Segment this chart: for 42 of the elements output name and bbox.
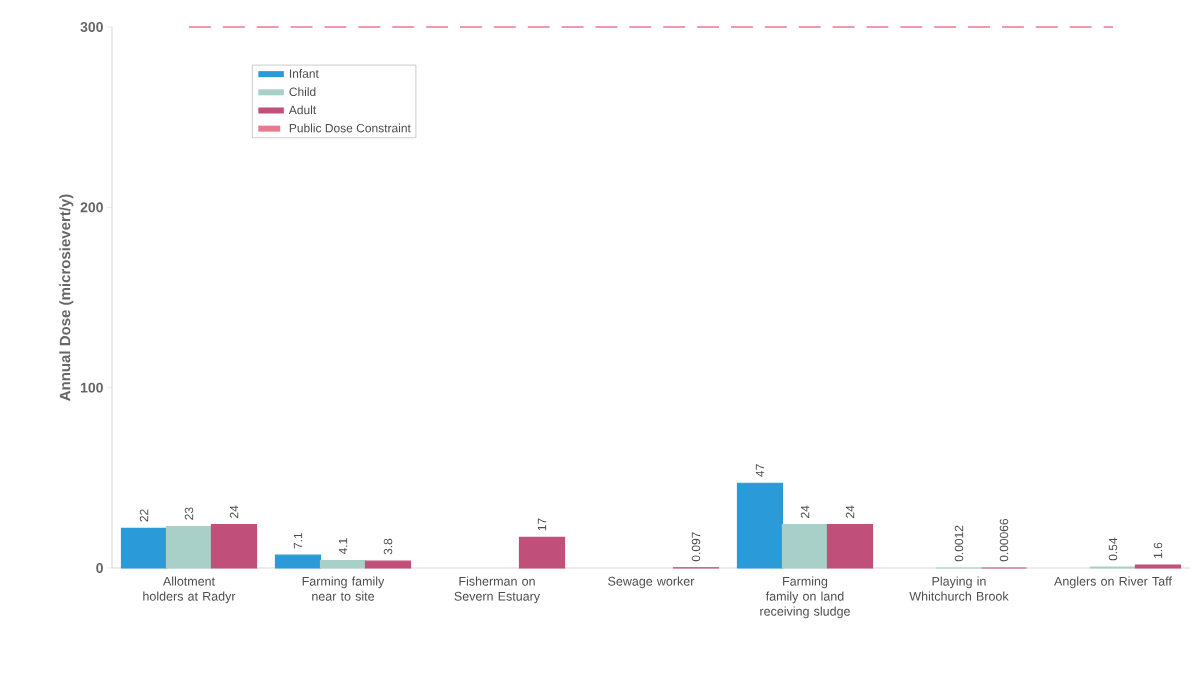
data-label: 0.54 (1108, 537, 1118, 561)
legend-label: Child (289, 87, 316, 97)
bar (364, 560, 412, 569)
bar (120, 527, 168, 569)
y-tick-label: 200 (80, 202, 103, 213)
data-label: 24 (845, 505, 855, 518)
legend-label: Public Dose Constraint (289, 123, 411, 133)
legend-label: Infant (289, 69, 319, 78)
data-label: 0.00066 (999, 518, 1009, 562)
bar (826, 524, 874, 569)
x-tick-label: Farming family near to site (302, 576, 385, 601)
data-label: 47 (755, 464, 765, 477)
bar (210, 524, 258, 569)
bar (165, 525, 213, 569)
data-label: 23 (184, 507, 194, 520)
data-label: 22 (139, 509, 149, 522)
data-label: 1.6 (1153, 542, 1163, 558)
x-tick-label: Allotment holders at Radyr (143, 576, 236, 604)
data-label: 17 (537, 518, 547, 531)
bar (736, 482, 784, 569)
x-tick-label: Playing in Whitchurch Brook (909, 576, 1009, 601)
data-label: 24 (800, 505, 810, 518)
data-label: 0.097 (691, 532, 701, 562)
bar (781, 524, 829, 569)
data-label: 4.1 (338, 538, 348, 555)
y-axis-title: Annual Dose (microsievert/y) (59, 194, 74, 401)
data-label: 24 (229, 505, 239, 518)
legend-label: Adult (288, 105, 317, 115)
bar (274, 554, 322, 569)
bar (518, 536, 566, 569)
x-tick-label: Fisherman on Severn Estuary (454, 576, 541, 604)
x-tick-label: Farming family on land receiving sludge (760, 576, 850, 619)
bar (319, 560, 367, 569)
data-label: 0.0012 (954, 525, 964, 562)
data-label: 3.8 (383, 538, 393, 555)
x-tick-label: Anglers on River Taff (1054, 576, 1172, 589)
y-tick-label: 300 (80, 22, 103, 32)
y-tick-label: 0 (96, 563, 103, 573)
bar (1134, 564, 1182, 569)
y-tick-label: 100 (81, 382, 103, 393)
data-label: 7.1 (293, 532, 303, 549)
x-tick-label: Sewage worker (608, 576, 695, 589)
